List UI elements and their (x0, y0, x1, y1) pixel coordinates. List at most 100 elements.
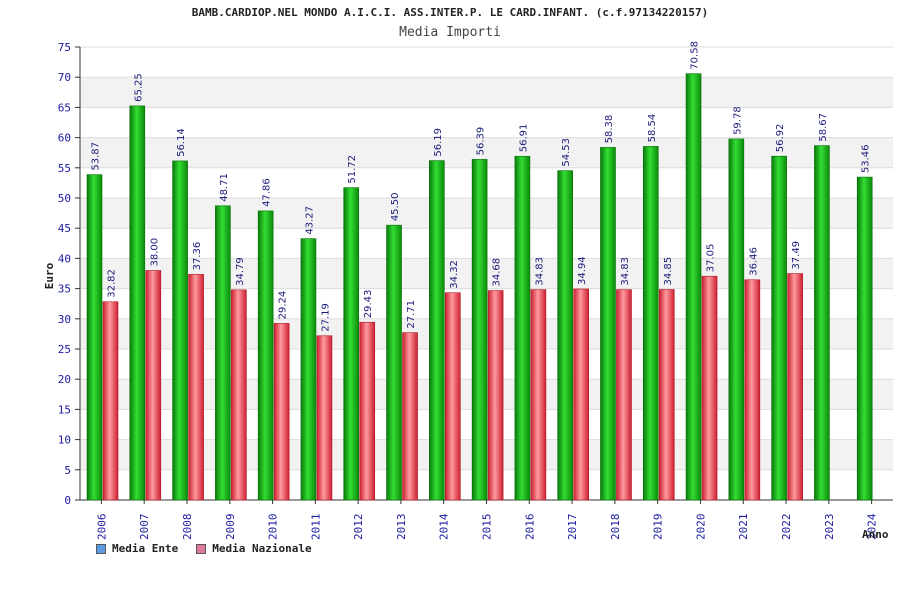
data-label: 51.72 (347, 155, 358, 184)
data-label: 45.50 (390, 193, 401, 222)
legend-label-nazionale: Media Nazionale (212, 542, 312, 555)
bar-media-nazionale (402, 332, 418, 501)
y-tick-label: 0 (64, 494, 71, 507)
bar-media-ente (856, 176, 873, 501)
data-label: 65.25 (133, 73, 144, 102)
y-tick-label: 5 (64, 464, 71, 477)
x-tick-label: 2018 (609, 514, 622, 541)
y-axis-label: Euro (43, 262, 56, 289)
data-label: 27.19 (320, 303, 331, 332)
x-tick-label: 2019 (652, 514, 665, 541)
data-label: 58.54 (647, 114, 658, 143)
bar-media-nazionale (487, 290, 504, 501)
data-label: 54.53 (561, 138, 572, 167)
x-tick-label: 2020 (694, 514, 707, 541)
data-label: 27.71 (406, 300, 417, 329)
bar-media-nazionale (359, 321, 376, 501)
x-tick-label: 2014 (438, 513, 451, 540)
x-tick-label: 2013 (395, 514, 408, 541)
bar-media-ente (386, 224, 402, 501)
bar-media-nazionale (188, 274, 204, 501)
x-tick-label: 2021 (737, 514, 750, 541)
bar-media-ente (685, 73, 702, 501)
data-label: 29.43 (363, 290, 374, 319)
bar-media-ente (642, 146, 659, 501)
chart-title: BAMB.CARDIOP.NEL MONDO A.I.C.I. ASS.INTE… (191, 6, 709, 19)
y-tick-label: 65 (58, 101, 71, 114)
bar-media-nazionale (145, 270, 162, 501)
bar-media-ente (429, 160, 445, 501)
bar-media-ente (814, 145, 830, 501)
y-tick-label: 50 (58, 192, 71, 205)
y-tick-label: 40 (58, 252, 71, 265)
x-tick-label: 2011 (309, 514, 322, 541)
bar-media-ente (300, 238, 317, 501)
x-tick-label: 2022 (780, 514, 793, 541)
data-label: 70.58 (690, 41, 701, 70)
data-label: 58.67 (818, 113, 829, 142)
bar-media-ente (514, 155, 531, 501)
bar-media-ente (471, 159, 488, 501)
bar-media-ente (129, 105, 146, 501)
data-label: 34.32 (449, 260, 460, 289)
data-label: 36.46 (748, 247, 759, 276)
bar-media-nazionale (273, 323, 290, 501)
data-label: 29.24 (278, 291, 289, 320)
data-label: 34.68 (492, 258, 503, 287)
x-axis-label: Anno (862, 528, 889, 541)
data-label: 59.78 (732, 106, 743, 135)
bar-media-ente (343, 187, 360, 501)
y-tick-label: 20 (58, 373, 71, 386)
data-label: 37.36 (192, 242, 203, 271)
data-label: 37.49 (791, 241, 802, 270)
x-tick-label: 2012 (352, 514, 365, 541)
data-label: 34.83 (620, 257, 631, 286)
bar-media-ente (172, 160, 188, 501)
y-tick-label: 35 (58, 283, 71, 296)
x-tick-label: 2017 (566, 514, 579, 541)
y-tick-label: 25 (58, 343, 71, 356)
data-label: 34.94 (577, 256, 588, 285)
bar-media-ente (257, 210, 274, 501)
data-label: 38.00 (149, 238, 160, 267)
data-label: 53.87 (91, 142, 102, 171)
x-tick-label: 2008 (181, 514, 194, 541)
data-label: 32.82 (107, 269, 118, 298)
data-label: 34.83 (534, 257, 545, 286)
y-tick-label: 45 (58, 222, 71, 235)
data-label: 56.39 (476, 127, 487, 156)
y-tick-label: 10 (58, 434, 71, 447)
data-label: 56.14 (176, 128, 187, 157)
x-tick-label: 2006 (95, 514, 108, 541)
y-tick-label: 55 (58, 162, 71, 175)
bar-media-nazionale (573, 288, 589, 501)
data-label: 34.85 (663, 257, 674, 286)
x-tick-label: 2007 (138, 514, 151, 541)
x-tick-label: 2016 (523, 514, 536, 541)
bar-media-nazionale (530, 289, 547, 501)
bar-media-nazionale (445, 292, 461, 501)
bar-media-nazionale (701, 275, 718, 501)
bar-media-ente (771, 155, 787, 501)
bar-media-nazionale (616, 289, 632, 501)
data-label: 48.71 (219, 173, 230, 202)
grid-band (80, 77, 893, 108)
bar-media-nazionale (744, 279, 761, 501)
data-label: 56.19 (433, 128, 444, 157)
data-label: 43.27 (304, 206, 315, 235)
data-label: 56.92 (775, 124, 786, 153)
chart-subtitle: Media Importi (399, 25, 501, 40)
legend: Media Ente Media Nazionale (96, 542, 312, 555)
bar-media-nazionale (231, 289, 247, 501)
legend-label-ente: Media Ente (112, 542, 179, 555)
y-tick-label: 15 (58, 403, 71, 416)
bar-media-ente (215, 205, 231, 501)
y-tick-label: 30 (58, 313, 71, 326)
legend-item-ente: Media Ente (96, 542, 178, 555)
bar-media-ente (600, 147, 616, 501)
y-tick-label: 60 (58, 132, 71, 145)
bar-media-ente (557, 170, 573, 501)
data-label: 53.46 (861, 144, 872, 173)
bar-media-nazionale (102, 301, 119, 501)
